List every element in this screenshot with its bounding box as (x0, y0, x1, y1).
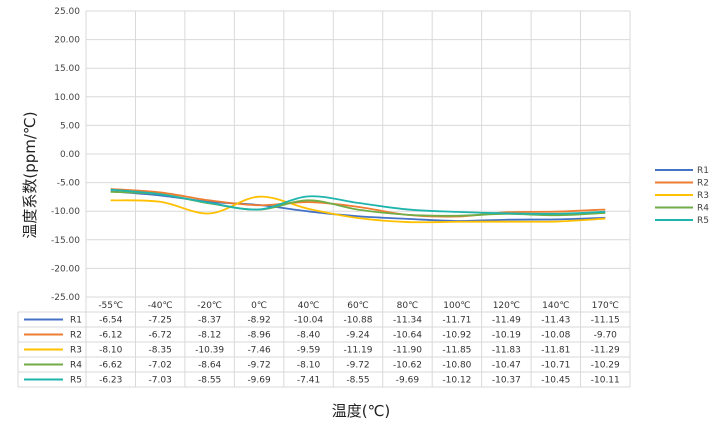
x-tick-label: 140℃ (542, 301, 569, 311)
data-label: -10.37 (492, 376, 521, 386)
series-line-r5 (110, 188, 606, 215)
table-series-name: R3 (70, 346, 82, 356)
data-label: -10.11 (591, 376, 620, 386)
x-tick-label: 60℃ (347, 301, 369, 311)
data-label: -10.80 (442, 361, 471, 371)
data-label: -11.49 (492, 316, 521, 326)
y-axis-ticks: 25.00 20.00 15.00 10.00 5.00 0.00 -5.00 -10.00 -… (51, 7, 80, 303)
data-label: -10.47 (492, 361, 521, 371)
data-label: -6.23 (99, 376, 122, 386)
data-label: -8.10 (297, 361, 321, 371)
data-label: -11.90 (393, 346, 422, 356)
data-label: -10.62 (393, 361, 422, 371)
data-label: -10.19 (492, 331, 521, 341)
data-label: -10.29 (591, 361, 620, 371)
data-label: -10.88 (343, 316, 372, 326)
y-tick-label: -15.00 (51, 236, 80, 246)
data-label: -10.39 (195, 346, 224, 356)
data-label: -8.35 (149, 346, 172, 356)
data-label: -8.64 (198, 361, 222, 371)
legend-entry: R1 (697, 166, 709, 176)
data-label: -10.71 (541, 361, 570, 371)
data-label: -9.69 (396, 376, 420, 386)
table-series-name: R2 (70, 331, 82, 341)
x-tick-label: -55℃ (98, 301, 123, 311)
data-table: -55℃ -40℃ -20℃ 0℃ 40℃ 60℃ 80℃ 100℃ 120℃ 140℃ 170℃ R… (17, 297, 631, 388)
data-label: -6.12 (99, 331, 122, 341)
y-tick-label: 5.00 (60, 121, 80, 131)
legend-entry: R3 (697, 191, 709, 201)
data-label: -7.46 (247, 346, 271, 356)
data-label: -7.25 (149, 316, 172, 326)
y-tick-label: -10.00 (51, 207, 80, 217)
data-label: -9.59 (297, 346, 321, 356)
data-label: -7.02 (149, 361, 172, 371)
data-label: -9.72 (247, 361, 270, 371)
data-label: -11.71 (442, 316, 471, 326)
data-label: -11.81 (541, 346, 570, 356)
data-label: -8.55 (198, 376, 221, 386)
x-tick-label: 120℃ (493, 301, 520, 311)
data-label: -11.15 (591, 316, 620, 326)
x-tick-label: -20℃ (197, 301, 222, 311)
data-label: -7.03 (149, 376, 172, 386)
y-tick-label: 15.00 (54, 64, 80, 74)
data-label: -11.43 (541, 316, 570, 326)
data-label: -10.92 (442, 331, 471, 341)
data-label: -11.85 (442, 346, 471, 356)
series-lines (110, 188, 606, 224)
series-line-r3 (110, 195, 606, 224)
y-tick-label: -25.00 (51, 293, 80, 303)
x-tick-label: 170℃ (592, 301, 619, 311)
legend-entry: R5 (697, 216, 709, 226)
legend: R1 R2 R3 R4 R5 (655, 166, 709, 226)
grid (85, 10, 631, 298)
table-series-name: R5 (70, 376, 82, 386)
data-label: -10.45 (541, 376, 570, 386)
y-tick-label: 0.00 (60, 150, 80, 160)
y-tick-label: 25.00 (54, 7, 80, 17)
table-series-name: R1 (70, 316, 82, 326)
x-axis-label: 温度(℃) (332, 402, 391, 420)
x-tick-label: 0℃ (251, 301, 267, 311)
x-tick-label: 100℃ (443, 301, 470, 311)
data-label: -8.55 (346, 376, 369, 386)
data-label: -11.83 (492, 346, 521, 356)
data-label: -8.10 (99, 346, 123, 356)
data-label: -8.40 (297, 331, 321, 341)
table-series-name: R4 (70, 361, 82, 371)
data-label: -10.08 (541, 331, 570, 341)
data-label: -10.12 (442, 376, 471, 386)
data-label: -8.92 (247, 316, 270, 326)
data-label: -11.34 (393, 316, 422, 326)
data-label: -11.29 (591, 346, 620, 356)
y-tick-label: -20.00 (51, 264, 80, 274)
data-label: -9.72 (346, 361, 369, 371)
data-label: -9.24 (346, 331, 370, 341)
legend-entry: R4 (697, 204, 709, 214)
data-label: -6.54 (99, 316, 123, 326)
data-label: -8.37 (198, 316, 221, 326)
data-label: -6.72 (149, 331, 172, 341)
data-label: -10.64 (393, 331, 422, 341)
y-tick-label: 10.00 (54, 93, 80, 103)
data-label: -7.41 (297, 376, 320, 386)
y-axis-label: 温度系数(ppm/℃) (21, 111, 39, 238)
y-tick-label: -5.00 (57, 179, 81, 189)
x-tick-label: 80℃ (397, 301, 419, 311)
y-tick-label: 20.00 (54, 36, 80, 46)
data-label: -6.62 (99, 361, 122, 371)
x-tick-label: -40℃ (148, 301, 173, 311)
legend-entry: R2 (697, 179, 709, 189)
data-label: -11.19 (343, 346, 372, 356)
data-label: -9.70 (594, 331, 618, 341)
data-label: -8.96 (247, 331, 271, 341)
data-label: -8.12 (198, 331, 221, 341)
data-label: -10.04 (294, 316, 323, 326)
x-tick-label: 40℃ (298, 301, 320, 311)
data-label: -9.69 (247, 376, 271, 386)
series-line-r2 (110, 188, 606, 218)
